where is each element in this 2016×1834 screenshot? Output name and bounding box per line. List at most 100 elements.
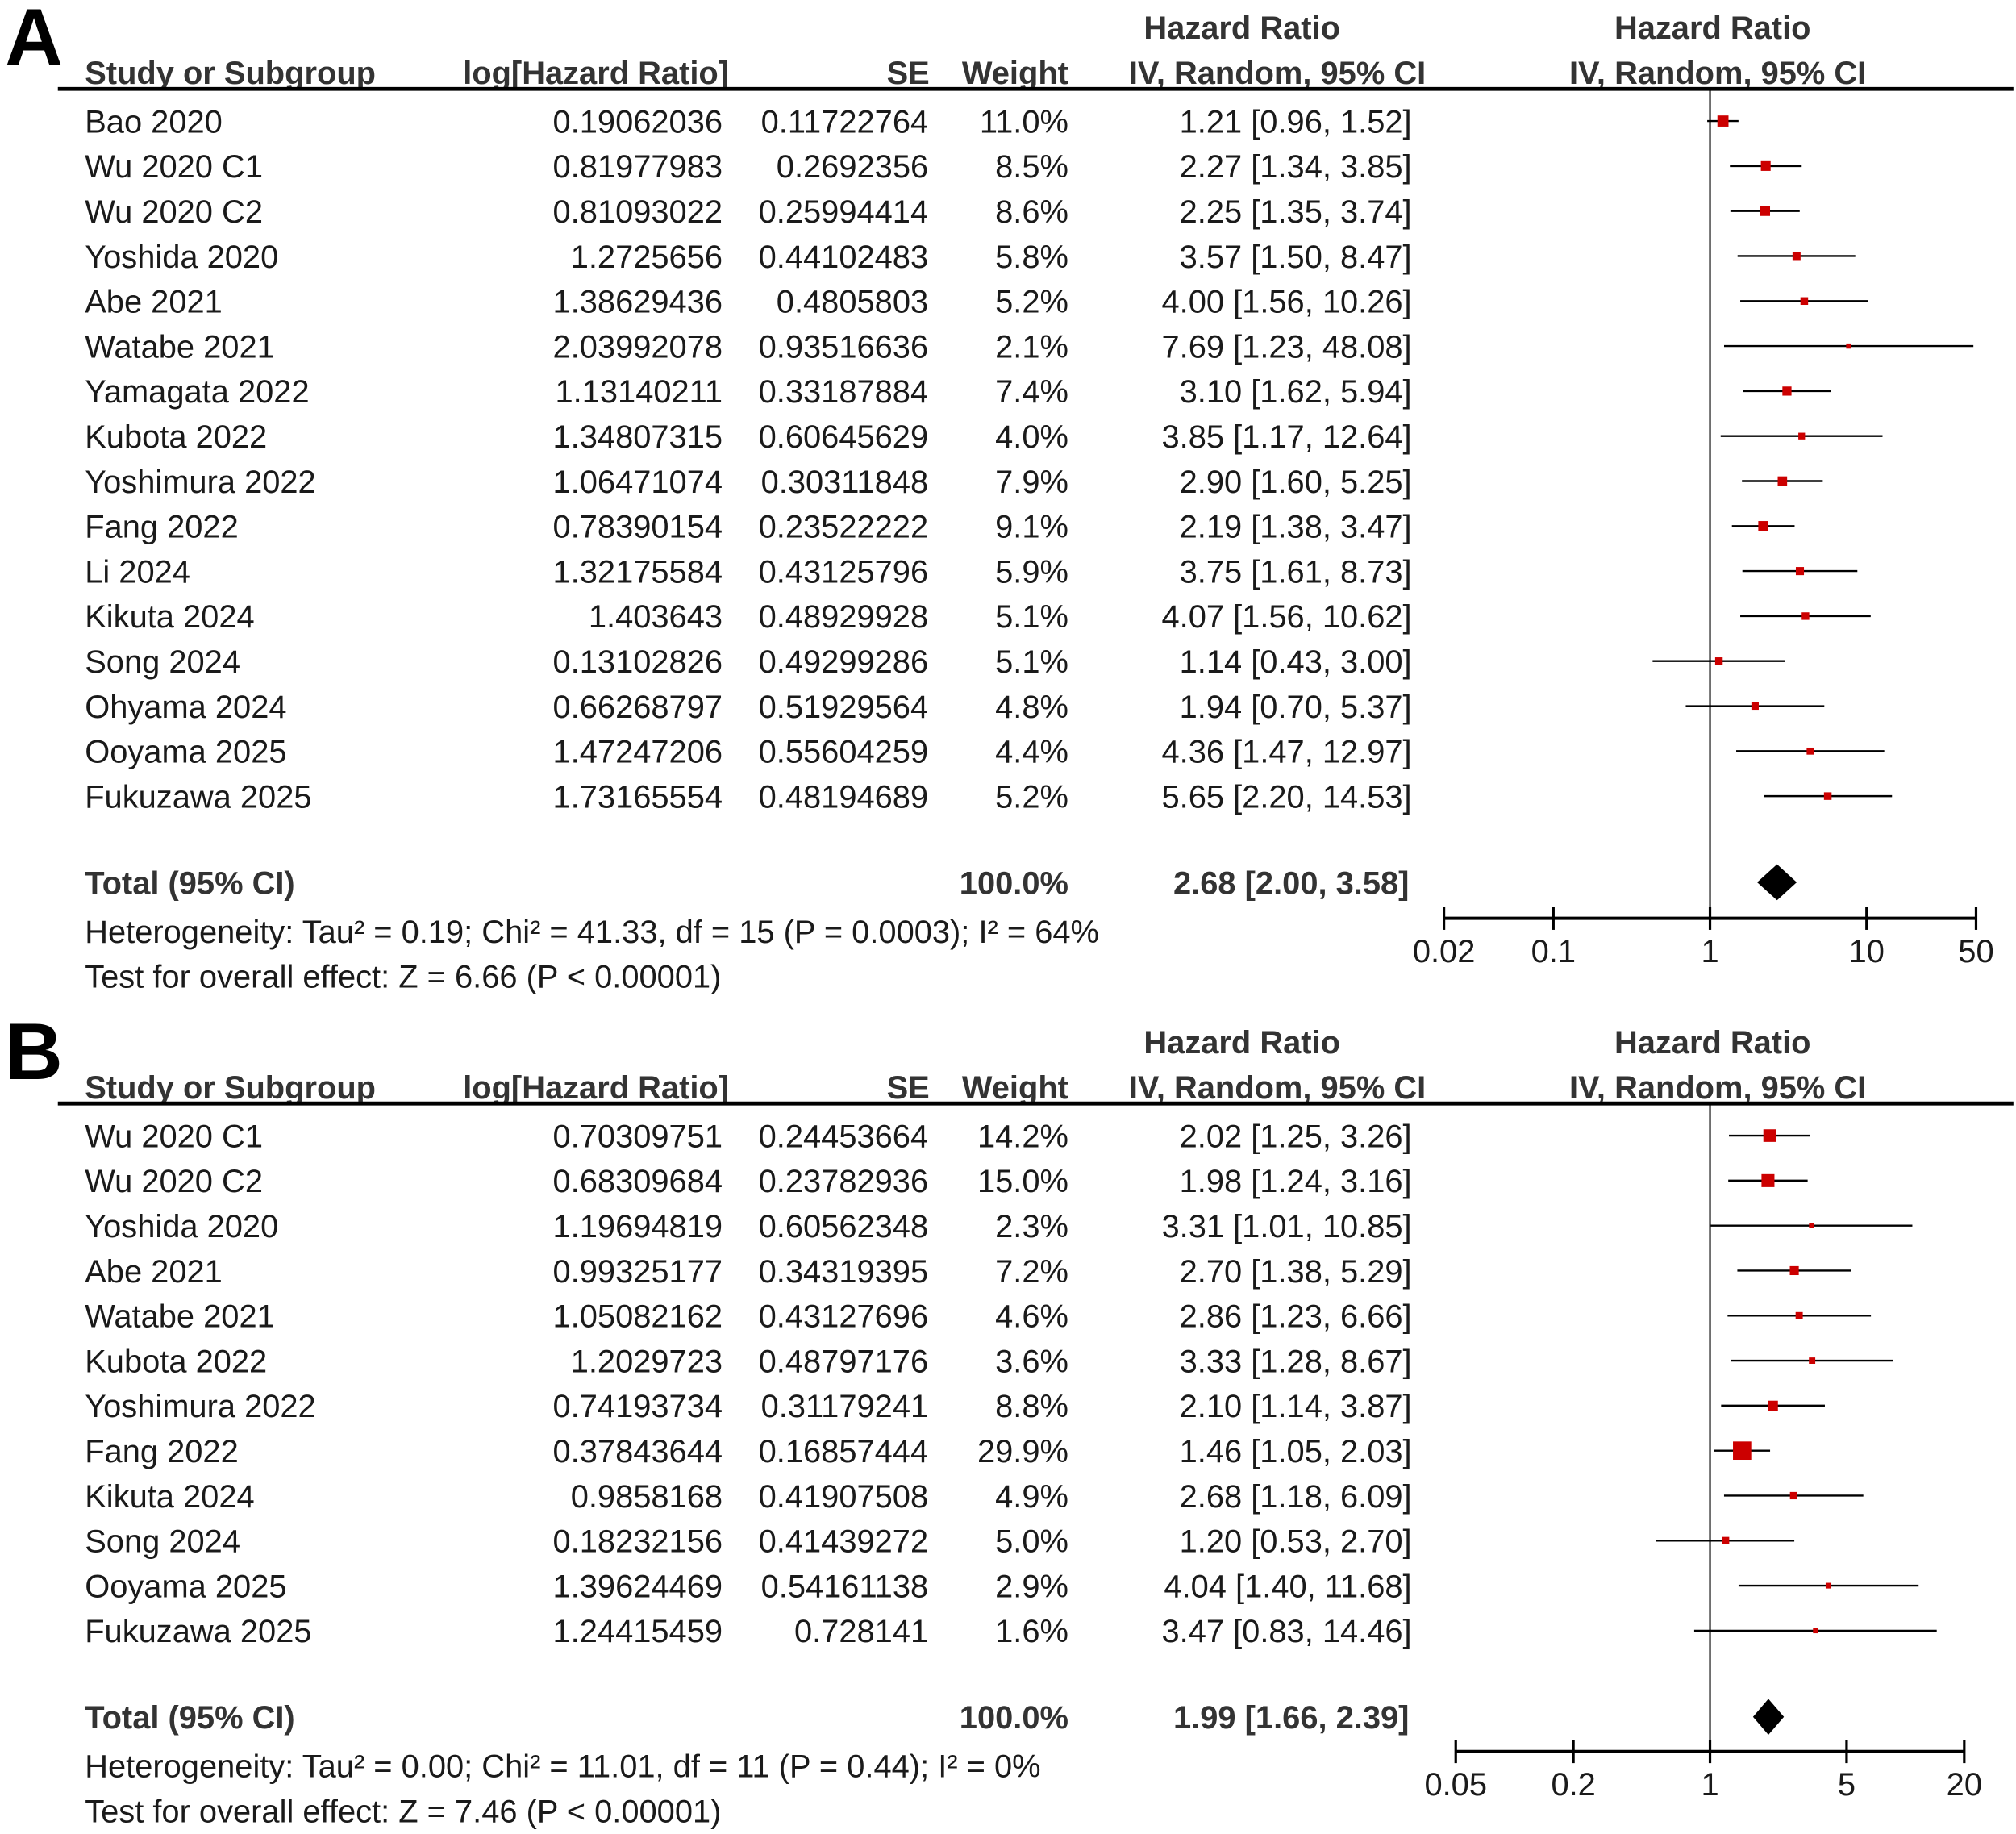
header-se: SE	[887, 1070, 930, 1106]
header-study: Study or Subgroup	[85, 56, 376, 91]
study-name: Fang 2022	[85, 510, 239, 545]
ci-value: 2.70 [1.38, 5.29]	[1180, 1254, 1412, 1290]
effect-square	[1789, 1491, 1797, 1500]
log-hr-value: 0.78390154	[553, 510, 723, 545]
se-value: 0.33187884	[759, 374, 929, 410]
se-value: 0.25994414	[759, 194, 929, 230]
effect-square	[1717, 115, 1729, 127]
effect-square	[1777, 476, 1788, 486]
axis-tick-label: 20	[1947, 1767, 1982, 1803]
weight-value: 5.2%	[995, 779, 1068, 815]
se-value: 0.43127696	[759, 1299, 929, 1335]
se-value: 0.49299286	[759, 644, 929, 680]
se-value: 0.51929564	[759, 690, 929, 725]
pooled-diamond	[1752, 1699, 1785, 1736]
header-se: SE	[887, 56, 930, 91]
study-name: Ooyama 2025	[85, 735, 286, 770]
total-row: Total (95% CI) 100.0% 2.68 [2.00, 3.58]	[85, 864, 1797, 901]
study-name: Watabe 2021	[85, 1299, 275, 1335]
effect-square	[1825, 1582, 1832, 1589]
effect-square	[1751, 702, 1759, 711]
header-hazard-ratio-plot: Hazard Ratio	[1614, 1025, 1811, 1061]
overall-effect-text: Test for overall effect: Z = 7.46 (P < 0…	[85, 1794, 721, 1829]
ci-value: 1.14 [0.43, 3.00]	[1180, 644, 1412, 680]
log-hr-value: 0.9858168	[571, 1479, 723, 1515]
study-row: Li 2024 1.32175584 0.43125796 5.9% 3.75 [1.6…	[85, 554, 1858, 590]
study-name: Kikuta 2024	[85, 599, 254, 635]
header-hazard-ratio: Hazard Ratio	[1143, 1025, 1340, 1061]
se-value: 0.24453664	[759, 1119, 929, 1154]
se-value: 0.31179241	[761, 1389, 929, 1424]
log-hr-value: 1.2725656	[571, 240, 723, 275]
study-row: Kikuta 2024 0.9858168 0.41907508 4.9% 2.68 […	[85, 1479, 1864, 1515]
se-value: 0.54161138	[761, 1569, 929, 1604]
panel-label: B	[5, 1007, 62, 1096]
study-name: Song 2024	[85, 1524, 240, 1560]
total-label: Total (95% CI)	[85, 865, 294, 901]
ci-value: 3.75 [1.61, 8.73]	[1180, 554, 1412, 590]
study-row: Yamagata 2022 1.13140211 0.33187884 7.4% 3.1…	[85, 374, 1831, 410]
weight-value: 5.9%	[995, 554, 1068, 590]
study-name: Wu 2020 C1	[85, 1119, 263, 1154]
log-hr-value: 0.68309684	[553, 1164, 723, 1199]
ci-value: 4.36 [1.47, 12.97]	[1161, 735, 1411, 770]
ci-value: 1.20 [0.53, 2.70]	[1180, 1524, 1412, 1560]
study-row: Yoshida 2020 1.2725656 0.44102483 5.8% 3.57 …	[85, 240, 1856, 275]
log-hr-value: 0.81977983	[553, 149, 723, 185]
study-name: Watabe 2021	[85, 329, 275, 365]
weight-value: 5.1%	[995, 599, 1068, 635]
log-hr-value: 0.13102826	[553, 644, 723, 680]
se-value: 0.23782936	[759, 1164, 929, 1199]
ci-value: 1.46 [1.05, 2.03]	[1180, 1434, 1412, 1469]
weight-value: 4.6%	[995, 1299, 1068, 1335]
weight-value: 2.9%	[995, 1569, 1068, 1604]
weight-value: 8.5%	[995, 149, 1068, 185]
effect-square	[1809, 1223, 1814, 1228]
weight-value: 5.0%	[995, 1524, 1068, 1560]
axis-tick-label: 0.02	[1413, 934, 1476, 969]
se-value: 0.16857444	[759, 1434, 929, 1469]
header-weight: Weight	[962, 56, 1068, 91]
log-hr-value: 1.47247206	[553, 735, 723, 770]
log-hr-value: 0.37843644	[553, 1434, 723, 1469]
se-value: 0.41439272	[759, 1524, 929, 1560]
study-name: Fukuzawa 2025	[85, 1614, 311, 1649]
effect-square	[1722, 1536, 1730, 1544]
ci-value: 4.07 [1.56, 10.62]	[1161, 599, 1411, 635]
weight-value: 4.9%	[995, 1479, 1068, 1515]
log-hr-value: 0.81093022	[553, 194, 723, 230]
study-name: Yoshimura 2022	[85, 1389, 316, 1424]
weight-value: 7.9%	[995, 465, 1068, 500]
header-plot-ci: IV, Random, 95% CI	[1569, 1070, 1866, 1106]
study-name: Abe 2021	[85, 285, 223, 320]
se-value: 0.93516636	[759, 329, 929, 365]
study-row: Fukuzawa 2025 1.73165554 0.48194689 5.2% 5.6…	[85, 779, 1893, 815]
study-row: Song 2024 0.13102826 0.49299286 5.1% 1.14 [0…	[85, 644, 1785, 680]
study-row: Ohyama 2024 0.66268797 0.51929564 4.8% 1.94 …	[85, 690, 1825, 725]
weight-value: 4.0%	[995, 419, 1068, 455]
axis-tick-label: 1	[1701, 1767, 1718, 1803]
effect-square	[1809, 1357, 1816, 1364]
se-value: 0.11722764	[761, 104, 929, 140]
effect-square	[1846, 343, 1851, 349]
study-row: Fukuzawa 2025 1.24415459 0.728141 1.6% 3.47 …	[85, 1614, 1937, 1649]
total-row: Total (95% CI) 100.0% 1.99 [1.66, 2.39]	[85, 1699, 1785, 1736]
axis-tick-label: 0.1	[1531, 934, 1576, 969]
log-hr-value: 0.74193734	[553, 1389, 723, 1424]
ci-value: 1.94 [0.70, 5.37]	[1180, 690, 1412, 725]
study-name: Wu 2020 C2	[85, 194, 263, 230]
ci-value: 4.00 [1.56, 10.26]	[1161, 285, 1411, 320]
axis-tick-label: 50	[1958, 934, 1993, 969]
study-name: Li 2024	[85, 554, 190, 590]
header-ci: IV, Random, 95% CI	[1129, 56, 1426, 91]
header-weight: Weight	[962, 1070, 1068, 1106]
header-log-hr: log[Hazard Ratio]	[463, 1070, 729, 1106]
heterogeneity-text: Heterogeneity: Tau² = 0.00; Chi² = 11.01…	[85, 1749, 1040, 1785]
ci-value: 2.68 [1.18, 6.09]	[1180, 1479, 1412, 1515]
study-row: Ooyama 2025 1.47247206 0.55604259 4.4% 4.36 …	[85, 735, 1885, 770]
study-name: Yoshida 2020	[85, 1209, 278, 1244]
study-row: Abe 2021 0.99325177 0.34319395 7.2% 2.70 [1.…	[85, 1254, 1851, 1290]
study-row: Song 2024 0.18232156 0.41439272 5.0% 1.20 [0…	[85, 1524, 1795, 1560]
study-row: Yoshimura 2022 1.06471074 0.30311848 7.9% 2.…	[85, 465, 1823, 500]
